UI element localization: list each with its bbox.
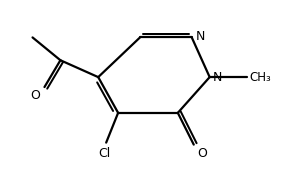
Text: N: N xyxy=(213,71,222,84)
Text: N: N xyxy=(196,30,205,43)
Text: O: O xyxy=(198,147,208,160)
Text: O: O xyxy=(31,89,41,102)
Text: Cl: Cl xyxy=(98,147,110,160)
Text: CH₃: CH₃ xyxy=(249,71,271,84)
